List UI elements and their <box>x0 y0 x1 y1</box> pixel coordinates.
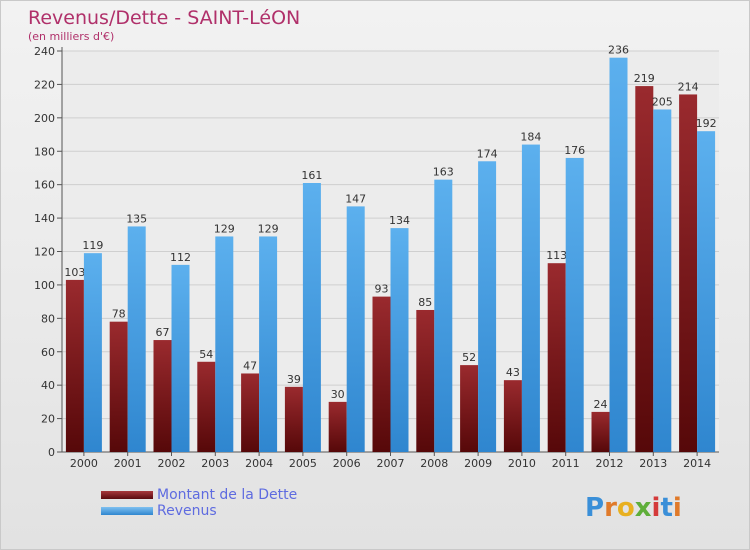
data-label: 135 <box>126 212 147 225</box>
data-label: 39 <box>287 373 301 386</box>
y-tick-label: 0 <box>48 446 55 459</box>
bar-dette <box>65 279 84 452</box>
bar-revenus <box>390 228 409 452</box>
x-tick-label: 2004 <box>245 457 273 470</box>
data-label: 147 <box>345 192 366 205</box>
data-label: 219 <box>634 72 655 85</box>
x-tick-label: 2005 <box>289 457 317 470</box>
data-label: 113 <box>546 249 567 262</box>
x-tick-label: 2010 <box>508 457 536 470</box>
chart-title: Revenus/Dette - SAINT-LéON <box>28 7 301 29</box>
y-tick-label: 160 <box>34 179 55 192</box>
bar-dette <box>679 94 698 453</box>
x-tick-label: 2003 <box>201 457 229 470</box>
x-tick-label: 2014 <box>683 457 711 470</box>
data-label: 24 <box>594 398 608 411</box>
y-tick-label: 220 <box>34 78 55 91</box>
data-label: 112 <box>170 251 191 264</box>
bar-revenus <box>478 161 497 452</box>
x-tick-label: 2007 <box>377 457 405 470</box>
data-label: 214 <box>678 80 699 93</box>
bar-revenus <box>171 264 190 452</box>
y-tick-label: 120 <box>34 246 55 259</box>
bar-revenus <box>215 236 234 452</box>
y-tick-label: 240 <box>34 45 55 58</box>
data-label: 161 <box>301 169 322 182</box>
data-label: 134 <box>389 214 410 227</box>
x-tick-label: 2008 <box>420 457 448 470</box>
y-tick-label: 80 <box>41 312 55 325</box>
x-tick-label: 2000 <box>70 457 98 470</box>
x-tick-label: 2011 <box>552 457 580 470</box>
data-label: 93 <box>375 283 389 296</box>
bar-dette <box>460 365 479 452</box>
x-tick-label: 2009 <box>464 457 492 470</box>
data-label: 184 <box>520 131 541 144</box>
data-label: 236 <box>608 44 629 57</box>
data-label: 54 <box>199 348 213 361</box>
data-label: 78 <box>112 308 126 321</box>
data-label: 163 <box>433 166 454 179</box>
bar-revenus <box>127 226 146 452</box>
data-label: 52 <box>462 351 476 364</box>
bar-dette <box>328 401 347 452</box>
bar-dette <box>547 263 566 452</box>
data-label: 192 <box>696 117 717 130</box>
legend-label-revenus: Revenus <box>157 503 217 519</box>
bar-dette <box>591 411 610 452</box>
bar-revenus <box>565 157 584 452</box>
data-label: 176 <box>564 144 585 157</box>
bar-revenus <box>346 206 365 452</box>
data-label: 103 <box>64 266 85 279</box>
chart-subtitle: (en milliers d'€) <box>28 30 115 43</box>
bar-revenus <box>259 236 278 452</box>
bar-dette <box>416 309 435 452</box>
y-tick-label: 200 <box>34 112 55 125</box>
data-label: 129 <box>214 222 235 235</box>
data-label: 174 <box>477 147 498 160</box>
y-tick-label: 100 <box>34 279 55 292</box>
svg-text:Proxiti: Proxiti <box>585 493 682 523</box>
bar-revenus <box>521 144 540 453</box>
x-tick-label: 2001 <box>114 457 142 470</box>
data-label: 205 <box>652 95 673 108</box>
bar-revenus <box>697 131 716 452</box>
legend-swatch-revenus <box>101 507 153 515</box>
bar-revenus <box>302 182 321 452</box>
bar-dette <box>153 340 172 452</box>
y-tick-label: 60 <box>41 346 55 359</box>
bar-dette <box>503 380 522 452</box>
bar-revenus <box>83 253 102 452</box>
x-tick-label: 2006 <box>333 457 361 470</box>
data-label: 47 <box>243 359 257 372</box>
bar-dette <box>284 386 303 452</box>
data-label: 43 <box>506 366 520 379</box>
bar-revenus <box>434 179 453 452</box>
data-label: 67 <box>156 326 170 339</box>
x-tick-label: 2002 <box>158 457 186 470</box>
y-tick-label: 140 <box>34 212 55 225</box>
data-label: 119 <box>82 239 103 252</box>
bar-dette <box>372 296 391 452</box>
bar-revenus <box>609 57 628 452</box>
bar-chart: 0 20 40 60 80 100 120 140 160 180 200 220 240 103 119 2… <box>34 44 719 470</box>
x-tick-label: 2013 <box>639 457 667 470</box>
legend-label-dette: Montant de la Dette <box>157 487 298 503</box>
legend-swatch-dette <box>101 491 153 499</box>
bar-dette <box>635 86 654 453</box>
bar-dette <box>109 321 128 452</box>
y-tick-label: 40 <box>41 379 55 392</box>
data-label: 129 <box>258 222 279 235</box>
y-tick-label: 20 <box>41 413 55 426</box>
bar-dette <box>241 373 260 452</box>
bar-revenus <box>653 109 672 453</box>
bar-dette <box>197 361 216 452</box>
x-tick-label: 2012 <box>596 457 624 470</box>
y-tick-label: 180 <box>34 145 55 158</box>
proxiti-logo: Proxiti <box>585 493 682 523</box>
data-label: 85 <box>418 296 432 309</box>
data-label: 30 <box>331 388 345 401</box>
